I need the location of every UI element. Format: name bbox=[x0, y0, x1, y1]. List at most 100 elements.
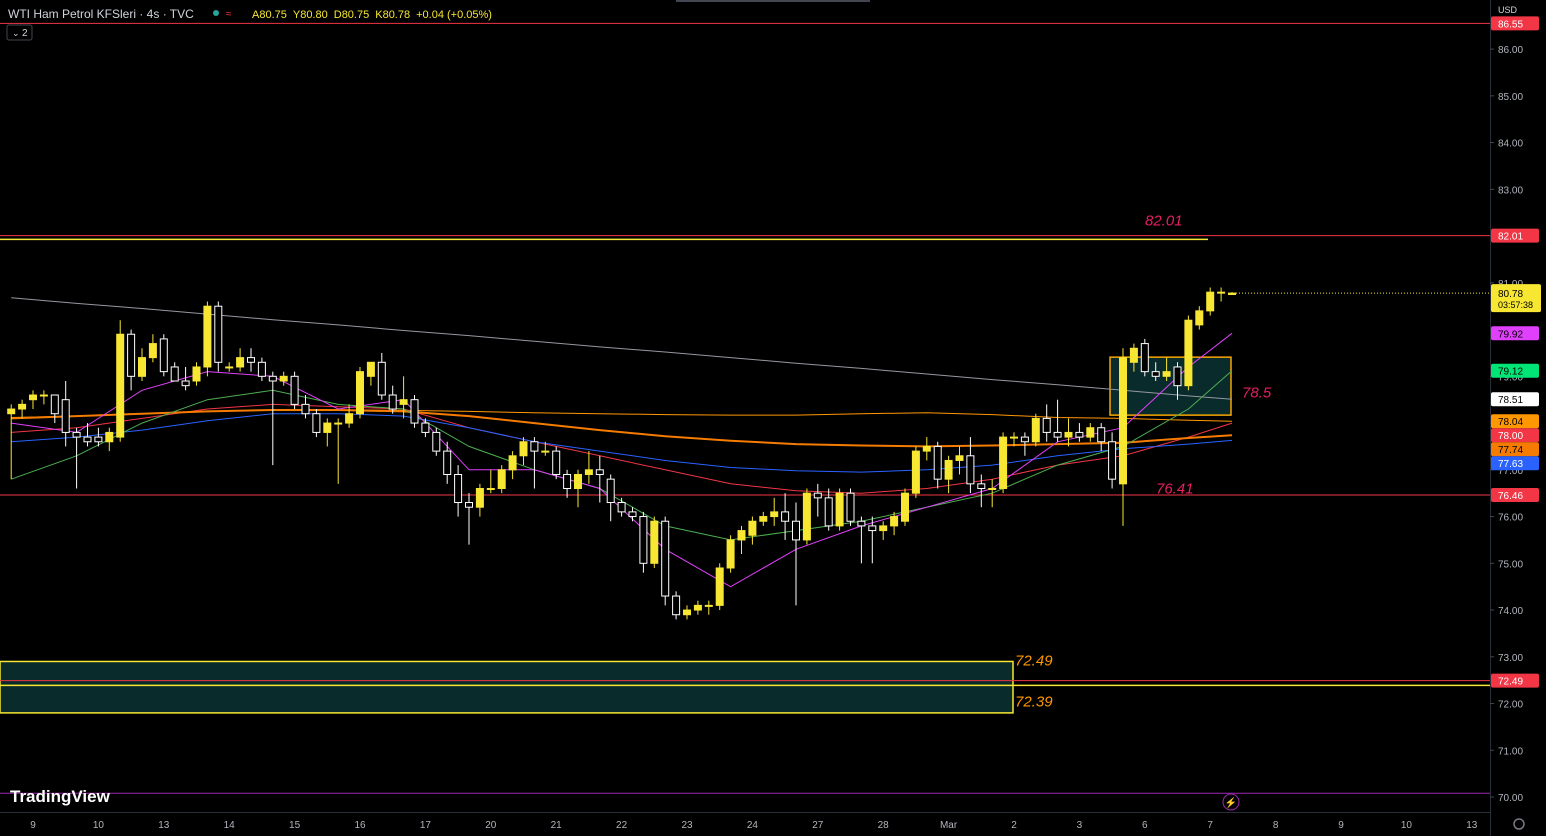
candle-body bbox=[715, 567, 724, 606]
x-tick-label: 17 bbox=[420, 820, 432, 831]
y-tick-label: 77.00 bbox=[1498, 466, 1523, 477]
indicator-price-label: 78.00 bbox=[1498, 431, 1523, 442]
indicator-price-label-bg bbox=[1491, 428, 1539, 443]
candle-body bbox=[486, 488, 495, 491]
candle-body bbox=[1228, 292, 1236, 296]
candle-body bbox=[879, 525, 888, 532]
annotation: 82.01 bbox=[1145, 213, 1183, 230]
candle-body bbox=[922, 445, 931, 452]
candle-body bbox=[966, 455, 975, 485]
candle-body bbox=[868, 525, 877, 532]
candle-body bbox=[312, 413, 321, 433]
candle-body bbox=[1042, 417, 1051, 433]
bar-countdown: 03:57:38 bbox=[1498, 300, 1533, 310]
indicator-price-label: 79.92 bbox=[1498, 329, 1523, 340]
candle-body bbox=[890, 516, 899, 527]
brand-logo[interactable]: TradingView bbox=[10, 787, 111, 806]
y-tick-label: 75.00 bbox=[1498, 559, 1523, 570]
candle-body bbox=[737, 530, 746, 541]
candle-body bbox=[301, 403, 310, 415]
indicator-price-label: 79.12 bbox=[1498, 367, 1523, 378]
x-tick-label: 27 bbox=[812, 820, 824, 831]
candle-body bbox=[1195, 310, 1204, 326]
moving-average bbox=[11, 413, 1233, 473]
candle-body bbox=[999, 436, 1008, 490]
y-tick-label: 85.00 bbox=[1498, 92, 1523, 103]
candle-body bbox=[410, 399, 419, 424]
ohlc-legend: A80.75 Y80.80 D80.75 K80.78 +0.04 (+0.05%) bbox=[252, 9, 492, 21]
annotation: 76.41 bbox=[1156, 480, 1194, 497]
candle-body bbox=[552, 450, 561, 475]
candle-body bbox=[39, 394, 48, 397]
x-tick-label: 23 bbox=[681, 820, 693, 831]
candle-body bbox=[1086, 427, 1095, 438]
candle-body bbox=[18, 403, 27, 410]
indicator-price-label: 77.74 bbox=[1498, 445, 1523, 456]
x-tick-label: 21 bbox=[551, 820, 563, 831]
replay-button[interactable] bbox=[1222, 793, 1240, 811]
candle-body bbox=[94, 436, 103, 443]
plot-area bbox=[0, 22, 1490, 794]
y-tick-label: 70.00 bbox=[1498, 793, 1523, 804]
candle-body bbox=[911, 450, 920, 494]
x-tick-label: Mar bbox=[940, 820, 958, 831]
candle-body bbox=[50, 394, 59, 415]
x-tick-label: 2 bbox=[1011, 820, 1017, 831]
candle-body bbox=[1075, 431, 1084, 438]
candle-body bbox=[955, 455, 964, 461]
candle-body bbox=[1064, 431, 1073, 438]
candle-body bbox=[606, 478, 615, 504]
candle-body bbox=[977, 483, 986, 490]
x-tick-label: 10 bbox=[93, 820, 105, 831]
indicator-price-label-bg bbox=[1491, 442, 1539, 457]
candle-body bbox=[105, 431, 114, 443]
indicator-price-label-bg bbox=[1491, 326, 1539, 341]
x-tick-label: 3 bbox=[1077, 820, 1083, 831]
replay-icon: ⚡ bbox=[1225, 796, 1237, 809]
candle-body bbox=[1031, 417, 1040, 443]
candle-body bbox=[83, 436, 92, 443]
candle-body bbox=[781, 511, 790, 522]
indicator-price-label-bg bbox=[1491, 456, 1539, 471]
y-tick-label: 72.00 bbox=[1498, 700, 1523, 711]
candle-body bbox=[584, 469, 593, 475]
settings-button[interactable] bbox=[1513, 818, 1525, 830]
candle-body bbox=[563, 473, 572, 490]
candle-body bbox=[323, 422, 332, 433]
indicator-toggle-icon: ⌄ bbox=[12, 28, 20, 38]
candle-body bbox=[1108, 441, 1117, 480]
candle-body bbox=[399, 399, 408, 405]
candle-body bbox=[1010, 436, 1018, 439]
candle-body bbox=[541, 450, 550, 453]
current-price-bg bbox=[1491, 284, 1541, 313]
x-tick-label: 9 bbox=[30, 820, 36, 831]
candle-body bbox=[236, 357, 245, 368]
candle-body bbox=[508, 455, 517, 471]
candle-body bbox=[835, 492, 844, 527]
candle-body bbox=[377, 361, 386, 396]
indicator-price-label: 77.63 bbox=[1498, 459, 1523, 470]
currency[interactable]: USD bbox=[1498, 5, 1518, 15]
candle-body bbox=[127, 333, 136, 377]
x-tick-label: 13 bbox=[158, 820, 170, 831]
candle-body bbox=[1097, 427, 1106, 443]
x-tick-label: 8 bbox=[1273, 820, 1279, 831]
y-tick-label: 76.00 bbox=[1498, 513, 1523, 524]
indicator-toggle[interactable] bbox=[6, 24, 33, 41]
candle-body bbox=[792, 520, 800, 541]
candle-body bbox=[628, 511, 637, 518]
level-price-label: 82.01 bbox=[1498, 232, 1523, 243]
candle-body bbox=[279, 375, 288, 382]
ohlc-value: D80.75 bbox=[334, 9, 369, 21]
candle-body bbox=[988, 488, 997, 491]
candle-body bbox=[1129, 347, 1138, 363]
level-price-label-bg bbox=[1491, 673, 1539, 688]
annotation: 78.5 bbox=[1242, 385, 1272, 402]
candle-body bbox=[356, 371, 364, 415]
x-tick-label: 10 bbox=[1401, 820, 1413, 831]
symbol-title[interactable]: WTI Ham Petrol KFSleri · 4s · TVC bbox=[8, 7, 194, 21]
y-tick-label: 79.00 bbox=[1498, 372, 1523, 383]
candle-body bbox=[192, 366, 201, 382]
current-price: 80.78 bbox=[1498, 289, 1523, 300]
